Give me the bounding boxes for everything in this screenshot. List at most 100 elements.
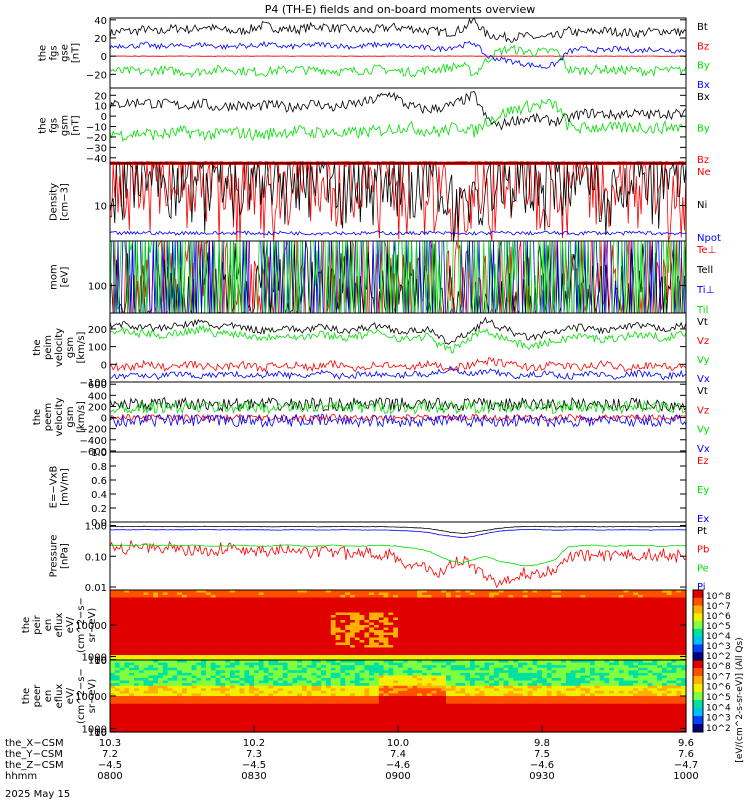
heatmap-cell bbox=[143, 703, 149, 707]
heatmap-cell bbox=[206, 696, 212, 700]
heatmap-cell bbox=[254, 647, 260, 651]
heatmap-cell bbox=[114, 693, 121, 697]
heatmap-cell bbox=[114, 685, 121, 689]
heatmap-cell bbox=[316, 615, 322, 619]
heatmap-cell bbox=[566, 632, 572, 636]
heatmap-cell bbox=[273, 721, 279, 725]
heatmap-cell bbox=[556, 630, 562, 634]
heatmap-cell bbox=[129, 627, 135, 631]
heatmap-cell bbox=[215, 632, 221, 636]
heatmap-cell bbox=[321, 667, 327, 671]
heatmap-cell bbox=[186, 607, 193, 611]
y-axis-label: [eV] bbox=[60, 267, 71, 288]
heatmap-cell bbox=[110, 680, 116, 684]
heatmap-cell bbox=[407, 652, 413, 656]
heatmap-cell bbox=[671, 655, 677, 659]
heatmap-cell bbox=[206, 622, 212, 626]
heatmap-cell bbox=[292, 660, 298, 664]
heatmap-cell bbox=[182, 703, 188, 707]
heatmap-cell bbox=[254, 719, 260, 723]
heatmap-cell bbox=[590, 650, 596, 654]
heatmap-cell bbox=[172, 726, 178, 731]
heatmap-cell bbox=[402, 617, 409, 621]
heatmap-cell bbox=[494, 610, 500, 614]
heatmap-cell bbox=[633, 602, 639, 606]
heatmap-cell bbox=[263, 612, 269, 616]
heatmap-cell bbox=[268, 680, 274, 684]
heatmap-cell bbox=[594, 622, 601, 626]
heatmap-cell bbox=[172, 667, 178, 671]
heatmap-cell bbox=[254, 701, 260, 705]
heatmap-cell bbox=[638, 632, 644, 636]
heatmap-cell bbox=[239, 683, 245, 687]
heatmap-cell bbox=[479, 635, 485, 639]
heatmap-cell bbox=[618, 622, 625, 626]
heatmap-cell bbox=[230, 667, 236, 671]
heatmap-cell bbox=[638, 615, 644, 619]
heatmap-cell bbox=[321, 670, 327, 674]
heatmap-cell bbox=[148, 672, 154, 677]
heatmap-cell bbox=[282, 708, 289, 713]
heatmap-cell bbox=[321, 657, 327, 661]
heatmap-cell bbox=[244, 610, 250, 614]
heatmap-cell bbox=[503, 635, 509, 639]
heatmap-cell bbox=[110, 688, 116, 692]
heatmap-cell bbox=[244, 615, 250, 619]
heatmap-cell bbox=[446, 642, 452, 646]
heatmap-cell bbox=[124, 630, 130, 634]
heatmap-cell bbox=[335, 721, 341, 725]
heatmap-cell bbox=[412, 620, 418, 624]
heatmap-cell bbox=[513, 597, 519, 601]
heatmap-cell bbox=[326, 708, 332, 713]
heatmap-cell bbox=[662, 620, 668, 624]
heatmap-cell bbox=[177, 685, 183, 689]
heatmap-cell bbox=[201, 698, 207, 702]
heatmap-cell bbox=[124, 647, 130, 651]
heatmap-cell bbox=[306, 657, 313, 661]
legend-entry: Vz bbox=[697, 405, 709, 416]
heatmap-cell bbox=[234, 683, 241, 687]
heatmap-cell bbox=[220, 662, 226, 666]
heatmap-cell bbox=[153, 719, 159, 723]
heatmap-cell bbox=[254, 696, 260, 700]
heatmap-cell bbox=[402, 622, 409, 626]
heatmap-cell bbox=[628, 645, 634, 649]
heatmap-cell bbox=[638, 650, 644, 654]
heatmap-cell bbox=[167, 662, 173, 666]
heatmap-cell bbox=[388, 625, 394, 629]
heatmap-cell bbox=[220, 597, 226, 601]
heatmap-cell bbox=[134, 726, 140, 731]
heatmap-cell bbox=[311, 647, 317, 651]
heatmap-cell bbox=[191, 675, 197, 679]
y-axis-label: gsm bbox=[65, 337, 76, 358]
heatmap-cell bbox=[282, 683, 289, 687]
heatmap-cell bbox=[575, 645, 581, 649]
heatmap-cell bbox=[398, 612, 404, 616]
heatmap-cell bbox=[441, 597, 447, 601]
heatmap-cell bbox=[465, 630, 471, 634]
heatmap-cell bbox=[282, 716, 289, 720]
heatmap-cell bbox=[258, 670, 265, 674]
heatmap-cell bbox=[234, 675, 241, 679]
heatmap-cell bbox=[278, 701, 284, 705]
heatmap-cell bbox=[474, 592, 481, 596]
heatmap-cell bbox=[350, 607, 356, 611]
heatmap-cell bbox=[647, 637, 653, 641]
heatmap-cell bbox=[129, 706, 135, 710]
heatmap-cell bbox=[532, 602, 538, 606]
heatmap-cell bbox=[143, 612, 149, 616]
heatmap-cell bbox=[153, 627, 159, 631]
heatmap-cell bbox=[162, 662, 169, 666]
heatmap-cell bbox=[518, 650, 524, 654]
heatmap-cell bbox=[345, 714, 351, 718]
heatmap-cell bbox=[489, 605, 495, 609]
heatmap-cell bbox=[374, 627, 380, 631]
heatmap-cell bbox=[230, 719, 236, 723]
heatmap-cell bbox=[551, 615, 557, 619]
heatmap-cell bbox=[614, 615, 620, 619]
heatmap-cell bbox=[230, 701, 236, 705]
heatmap-cell bbox=[345, 693, 351, 697]
heatmap-cell bbox=[124, 650, 130, 654]
heatmap-cell bbox=[489, 625, 495, 629]
heatmap-cell bbox=[191, 612, 197, 616]
